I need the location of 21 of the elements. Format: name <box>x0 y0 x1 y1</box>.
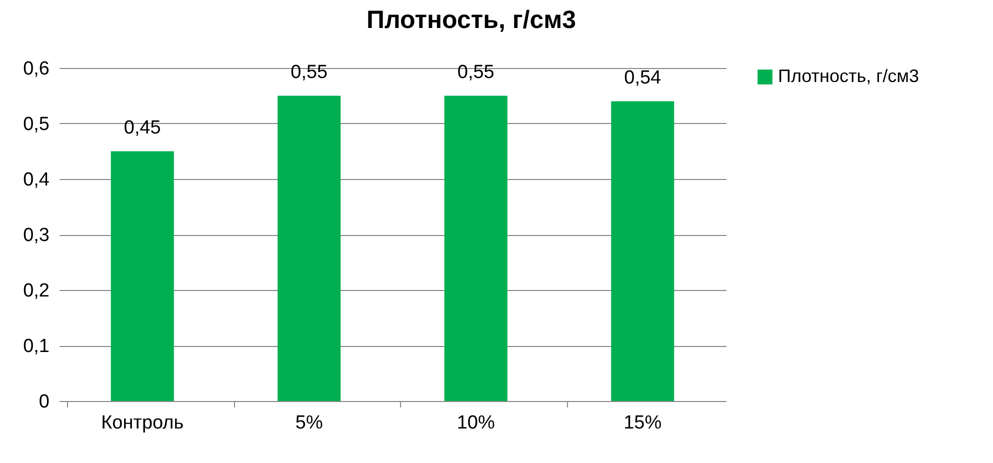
legend-label: Плотность, г/см3 <box>778 66 920 86</box>
data-label: 0,55 <box>290 62 328 83</box>
y-tick-label: 0,2 <box>23 280 50 302</box>
bar <box>444 96 508 401</box>
chart-title: Плотность, г/см3 <box>366 6 576 34</box>
data-label: 0,54 <box>624 67 662 88</box>
data-label: 0,55 <box>457 62 494 83</box>
y-tick-label: 0 <box>38 392 50 412</box>
y-tick-label: 0,4 <box>23 170 50 190</box>
x-tick-label: 15% <box>624 412 662 434</box>
bar <box>278 96 341 401</box>
y-tick-label: 0,1 <box>23 336 50 357</box>
x-tick-label: Контроль <box>101 412 184 434</box>
y-tick-label: 0,5 <box>23 114 50 135</box>
data-label: 0,45 <box>124 117 161 138</box>
x-tick-label: 5% <box>295 412 323 434</box>
y-tick-label: 0,6 <box>23 58 50 80</box>
bar <box>611 101 674 401</box>
y-tick-label: 0,3 <box>23 225 50 246</box>
bar <box>110 151 174 401</box>
x-tick-label: 10% <box>456 412 495 434</box>
